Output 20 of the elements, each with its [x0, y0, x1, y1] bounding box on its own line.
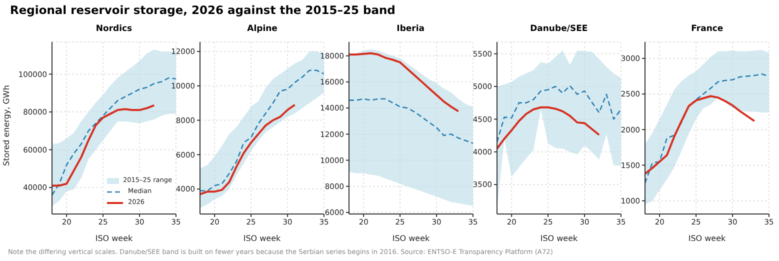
line-series — [645, 95, 756, 175]
chart-title: Danube/SEE — [529, 23, 589, 36]
x-axis-title: ISO week — [392, 234, 430, 243]
x-axis-title: ISO week — [95, 234, 134, 243]
chart-title: Iberia — [396, 23, 426, 36]
line-series — [348, 52, 460, 112]
line-series — [496, 106, 600, 150]
line-series — [52, 104, 156, 187]
text: Regional reservoir storage, 2026 against the 2015–25 band — [10, 3, 396, 17]
x-axis-title: ISO week — [540, 234, 578, 243]
line-series — [645, 73, 770, 184]
line-series — [348, 98, 473, 144]
x-axis-title: ISO week — [688, 234, 726, 243]
chart-title: Nordics — [94, 23, 134, 36]
x-axis-title: ISO week — [244, 234, 282, 243]
line-series — [200, 104, 296, 196]
chart-title: Alpine — [246, 23, 278, 36]
line-series — [496, 85, 621, 143]
chart-title: France — [690, 23, 724, 36]
y-axis-title: Stored energy, GWh — [2, 85, 11, 166]
